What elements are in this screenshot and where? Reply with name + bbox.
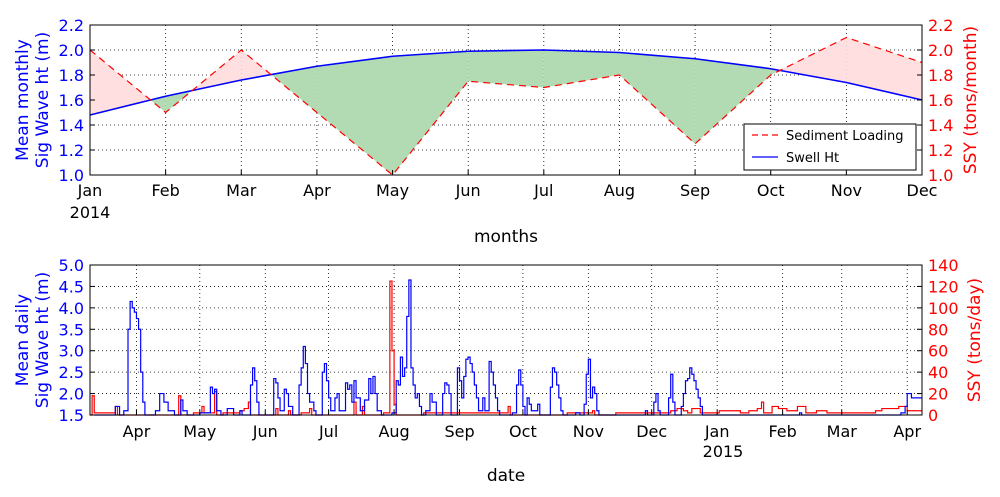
bottom-y-ticks: 1.5 2.0 2.5 3.0 3.5 4.0 4.5 5.0 0 20 40 60 80 100 120 1…: [59, 256, 959, 425]
top-xtick-label: May: [376, 181, 409, 200]
bottom-ytick-label-right: 80: [928, 320, 948, 339]
bottom-xtick-label: Oct: [509, 422, 537, 441]
top-xtick-label: Jun: [455, 181, 481, 200]
bottom-xtick-label: Apr: [123, 422, 151, 441]
top-ylabel-left: Mean monthlySig Wave ht (m): [13, 32, 53, 168]
bottom-ylabel-right: SSY (tons/day): [965, 278, 985, 402]
bottom-ytick-label-left: 2.5: [59, 363, 84, 382]
bottom-ytick-label-left: 2.0: [59, 385, 84, 404]
legend-box: [743, 123, 917, 171]
top-xtick-label: Oct: [757, 181, 785, 200]
top-ytick-label-left: 1.4: [59, 116, 84, 135]
top-xtick-label: Feb: [151, 181, 179, 200]
top-ytick-label-left: 1.0: [59, 166, 84, 185]
top-xtick-label: Dec: [907, 181, 938, 200]
top-fill-segment: [165, 90, 193, 113]
top-xtick-label: Apr: [303, 181, 331, 200]
top-fill-segment: [695, 58, 771, 144]
bottom-xtick-label: Sep: [444, 422, 474, 441]
bottom-xtick-label: Jan: [704, 422, 730, 441]
bottom-xlabel: date: [487, 466, 525, 486]
swell-ht-line: [89, 49, 923, 116]
top-ytick-label-right: 2.0: [928, 41, 953, 60]
top-fill-segment: [90, 50, 151, 115]
bottom-ytick-label-right: 0: [928, 406, 938, 425]
bottom-xtick-label: Jun: [252, 422, 278, 441]
bottom-ytick-label-left: 4.5: [59, 277, 84, 296]
bottom-ytick-label-left: 3.5: [59, 320, 84, 339]
top-fill-segment: [846, 37, 922, 100]
top-fill-segment: [392, 51, 469, 175]
bottom-xtick-label: Nov: [573, 422, 604, 441]
top-ylabel-right: SSY (tons/month): [961, 26, 981, 174]
bottom-xtick-label: Aug: [378, 422, 409, 441]
bottom-xtick-label: Apr: [893, 422, 921, 441]
top-ytick-label-left: 2.2: [59, 16, 84, 35]
bottom-xtick-label: Mar: [827, 422, 858, 441]
top-xtick-label: Sep: [680, 181, 710, 200]
bottom-plot-frame: [89, 264, 923, 416]
top-xtick-label: Jan: [77, 181, 103, 200]
top-y-ticks: 1.0 1.0 1.2 1.2 1.4 1.4 1.6 1.6 1.8 1.8 2.0 2.0 2.2 2…: [59, 16, 954, 185]
bottom-ytick-label-left: 4.0: [59, 299, 84, 318]
top-ytick-label-right: 1.2: [928, 141, 953, 160]
bottom-xtick-label: Feb: [768, 422, 796, 441]
bottom-ytick-label-right: 60: [928, 342, 948, 361]
bottom-x-ticks: Apr May Jun Jul Aug Sep Oct Nov Dec Jan Feb Mar Apr: [123, 410, 921, 441]
top-ytick-label-right: 1.0: [928, 166, 953, 185]
top-legend: Sediment Loading Swell Ht: [743, 123, 917, 171]
top-fill-segment: [271, 66, 317, 113]
top-fill-segment: [543, 50, 620, 88]
top-xtick-label: Nov: [831, 181, 862, 200]
bottom-xtick-label: May: [183, 422, 216, 441]
top-fill-segment: [150, 96, 166, 113]
top-ytick-label-left: 2.0: [59, 41, 84, 60]
top-ytick-label-right: 1.6: [928, 91, 953, 110]
top-fill-segment: [619, 52, 696, 144]
legend-label-sediment: Sediment Loading: [786, 129, 904, 144]
bottom-ytick-label-right: 20: [928, 385, 948, 404]
top-xlabel: months: [474, 227, 538, 247]
bottom-year-label: 2015: [703, 442, 744, 461]
bottom-ytick-label-right: 40: [928, 363, 948, 382]
bottom-ytick-label-right: 140: [928, 256, 959, 275]
top-xtick-label: Aug: [604, 181, 635, 200]
bottom-ytick-label-left: 1.5: [59, 406, 84, 425]
bottom-ytick-label-right: 120: [928, 277, 959, 296]
bottom-ytick-label-left: 5.0: [59, 256, 84, 275]
bottom-xtick-label: Jul: [318, 422, 338, 441]
bottom-series-lines: [90, 279, 922, 416]
top-ytick-label-right: 2.2: [928, 16, 953, 35]
top-ytick-label-right: 1.8: [928, 66, 953, 85]
top-xtick-label: Jul: [533, 181, 553, 200]
top-ytick-label-right: 1.4: [928, 116, 953, 135]
top-fill-segment: [241, 50, 272, 80]
top-fill-areas: [90, 37, 922, 175]
top-ytick-label-left: 1.2: [59, 141, 84, 160]
ssy-daily-line: [90, 280, 922, 416]
top-year-label: 2014: [70, 203, 111, 222]
top-x-ticks: Jan Feb Mar Apr May Jun Jul Aug Sep Oct Nov Dec: [77, 170, 938, 200]
top-fill-segment: [779, 37, 847, 83]
wave-ht-daily-line: [94, 279, 922, 416]
top-xtick-label: Mar: [226, 181, 257, 200]
bottom-ylabel-left: Mean dailySig Wave ht (m): [13, 272, 53, 408]
bottom-xtick-label: Dec: [636, 422, 667, 441]
legend-label-swell: Swell Ht: [786, 151, 839, 166]
bottom-ytick-label-left: 3.0: [59, 342, 84, 361]
top-fill-segment: [468, 50, 544, 88]
top-ytick-label-left: 1.8: [59, 66, 84, 85]
top-fill-segment: [316, 56, 393, 175]
top-series-lines: [89, 36, 923, 176]
top-ytick-label-left: 1.6: [59, 91, 84, 110]
bottom-ytick-label-right: 100: [928, 299, 959, 318]
